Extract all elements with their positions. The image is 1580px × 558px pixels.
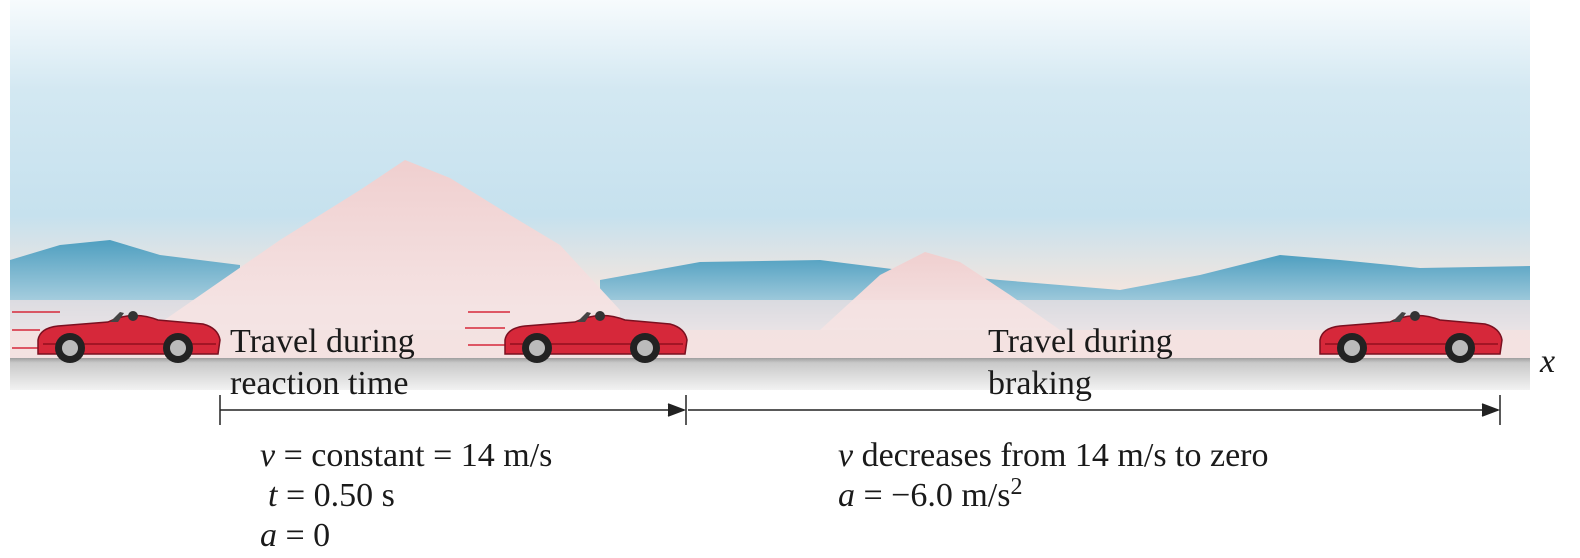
label: Travel during <box>230 323 415 360</box>
superscript: 2 <box>1010 474 1022 500</box>
road <box>10 358 1530 390</box>
symbol: v <box>260 437 276 474</box>
expression: decreases from 14 m/s to zero <box>862 437 1269 474</box>
expression: = 0.50 s <box>286 477 395 514</box>
axis-label: x <box>1539 343 1555 380</box>
expression: = constant = 14 m/s <box>284 437 553 474</box>
distance-brackets <box>219 395 1501 425</box>
equation: v = constant = 14 m/s <box>260 437 552 474</box>
haze <box>10 300 1530 358</box>
equation: a = −6.0 m/s2 <box>838 474 1022 514</box>
equation: t = 0.50 s <box>268 477 395 514</box>
equation: v decreases from 14 m/s to zero <box>838 437 1269 474</box>
label: Travel during <box>988 323 1173 360</box>
symbol: t <box>268 477 279 514</box>
symbol: v <box>838 437 854 474</box>
label: reaction time <box>230 365 408 402</box>
speed-lines <box>12 311 510 349</box>
expression: = −6.0 m/s <box>864 477 1011 514</box>
label: braking <box>988 365 1092 402</box>
mountain <box>150 160 620 330</box>
equation: a = 0 <box>260 517 330 554</box>
symbol: a <box>260 517 277 554</box>
expression: = 0 <box>286 517 331 554</box>
symbol: a <box>838 477 855 514</box>
